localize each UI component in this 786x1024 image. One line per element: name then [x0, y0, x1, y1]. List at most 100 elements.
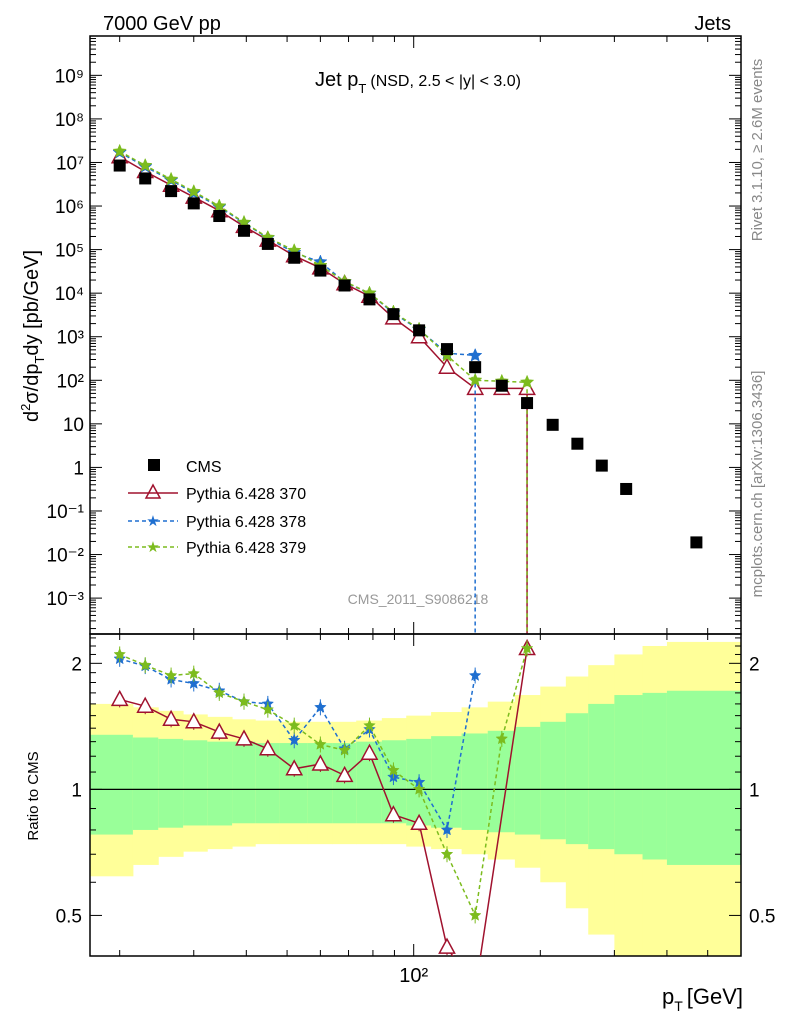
uncertainty-band-green [588, 703, 615, 850]
y-tick-label: 10⁴ [55, 284, 84, 305]
main-point-379 [186, 183, 202, 198]
y-axis-label-ratio: Ratio to CMS [25, 751, 42, 840]
y-tick-label: 10⁵ [55, 241, 84, 262]
main-point-cms [595, 459, 608, 472]
ratio-point-379 [338, 743, 351, 756]
main-point-370 [438, 357, 456, 374]
uncertainty-band-green [232, 741, 256, 824]
main-point-cms [238, 224, 251, 237]
ratio-point-378 [440, 823, 454, 836]
uncertainty-band-green [158, 738, 184, 828]
header-left: 7000 GeV pp [103, 13, 221, 35]
rivet-version-label: Rivet 3.1.10, ≥ 2.6M events [749, 59, 766, 242]
main-point-cms [387, 308, 400, 321]
ratio-point-370 [285, 759, 304, 776]
ratio-point-379 [113, 647, 127, 660]
main-point-cms [440, 343, 453, 356]
ratio-point-379 [363, 718, 376, 732]
mcplots-label: mcplots.cern.ch [arXiv:1306.3436] [749, 371, 766, 598]
legend-label-cms: CMS [186, 459, 222, 476]
ratio-point-370 [210, 722, 229, 739]
ratio-point-370 [235, 729, 253, 746]
ratio-point-378 [187, 676, 201, 689]
plot-title-sub: T [358, 81, 366, 96]
ratio-point-379 [261, 703, 275, 716]
ratio-point-379 [314, 737, 327, 750]
uncertainty-band-green [431, 736, 463, 828]
legend-marker-379: ★ [146, 539, 159, 556]
main-point-cms [113, 159, 126, 172]
y-tick-label: 10⁻³ [47, 589, 85, 610]
legend-label-370: Pythia 6.428 370 [186, 486, 306, 503]
plot-title-main: Jet p [315, 69, 358, 91]
main-point-cms [261, 237, 274, 250]
main-point-cms [363, 293, 376, 306]
ratio-point-379 [212, 686, 226, 699]
x-tick-label: 10² [399, 965, 428, 987]
main-point-cms [338, 279, 351, 292]
main-point-cms [165, 185, 178, 198]
main-point-cms [469, 361, 482, 374]
legend-marker-cms [148, 459, 160, 471]
ratio-line-378 [119, 658, 476, 833]
uncertainty-band-green [183, 740, 208, 826]
ratio-y-tick-label: 1 [71, 780, 82, 801]
ratio-point-370 [136, 696, 155, 713]
ratio-point-370 [410, 813, 428, 831]
uncertainty-band-green [90, 734, 134, 835]
y-tick-label: 10⁻¹ [47, 502, 85, 523]
ratio-point-370 [335, 765, 354, 783]
ratio-point-370 [384, 805, 403, 822]
ratio-point-378 [287, 733, 301, 746]
ratio-point-370 [162, 709, 180, 727]
ratio-point-379 [138, 658, 152, 671]
legend-marker-378: ★ [146, 513, 159, 530]
uncertainty-band-green [540, 721, 567, 840]
ratio-point-370 [311, 754, 330, 771]
ratio-point-379 [164, 668, 178, 681]
y-tick-label: 10³ [57, 328, 84, 349]
ratio-point-370 [468, 983, 483, 997]
main-point-cms [620, 482, 633, 495]
main-point-cms [139, 172, 152, 185]
legend: CMS Pythia 6.428 370 ★ Pythia 6.428 378 … [128, 459, 306, 557]
ratio-y-tick-label: 0.5 [56, 906, 82, 927]
legend-marker-370 [144, 483, 162, 499]
ratio-point-370 [258, 739, 277, 756]
uncertainty-band-green [132, 737, 159, 830]
uncertainty-band-green [666, 690, 742, 865]
ratio-point-379 [520, 641, 534, 654]
plot-title-rest: (NSD, 2.5 < |y| < 3.0) [370, 73, 521, 90]
main-point-379 [137, 157, 153, 172]
ratio-point-370 [438, 937, 456, 954]
main-point-cms [413, 324, 426, 337]
ratio-point-379 [387, 763, 400, 776]
main-point-cms [187, 197, 200, 210]
ratio-point-379 [440, 847, 454, 860]
y-axis-label-main: d2σ/dpTdy [pb/GeV] [18, 250, 47, 422]
ratio-frame [89, 633, 742, 957]
uncertainty-band-green [207, 741, 233, 826]
main-point-379 [163, 171, 179, 186]
ratio-point-370 [184, 712, 203, 729]
ratio-point-379 [287, 718, 301, 732]
header-right: Jets [694, 13, 731, 35]
y-tick-label: 10² [57, 371, 84, 392]
main-point-cms [288, 251, 301, 264]
ratio-point-370 [110, 689, 129, 707]
ratio-y-tick-label: 2 [71, 654, 82, 675]
ratio-y-tick-label-right: 1 [749, 780, 760, 801]
uncertainty-band-green [565, 713, 589, 845]
main-point-cms [213, 210, 226, 223]
x-axis-label: pT [GeV] [662, 984, 743, 1014]
ratio-line-370 [119, 648, 528, 956]
main-point-378 [467, 347, 483, 362]
uncertainty-band-green [279, 743, 309, 824]
main-point-cms [314, 264, 327, 277]
ratio-series-group [110, 638, 536, 997]
y-tick-label: 10⁻² [47, 546, 85, 567]
ratio-point-379 [495, 732, 509, 745]
ratio-point-370 [360, 743, 379, 760]
main-point-379 [112, 143, 127, 158]
legend-label-379: Pythia 6.428 379 [186, 540, 306, 557]
